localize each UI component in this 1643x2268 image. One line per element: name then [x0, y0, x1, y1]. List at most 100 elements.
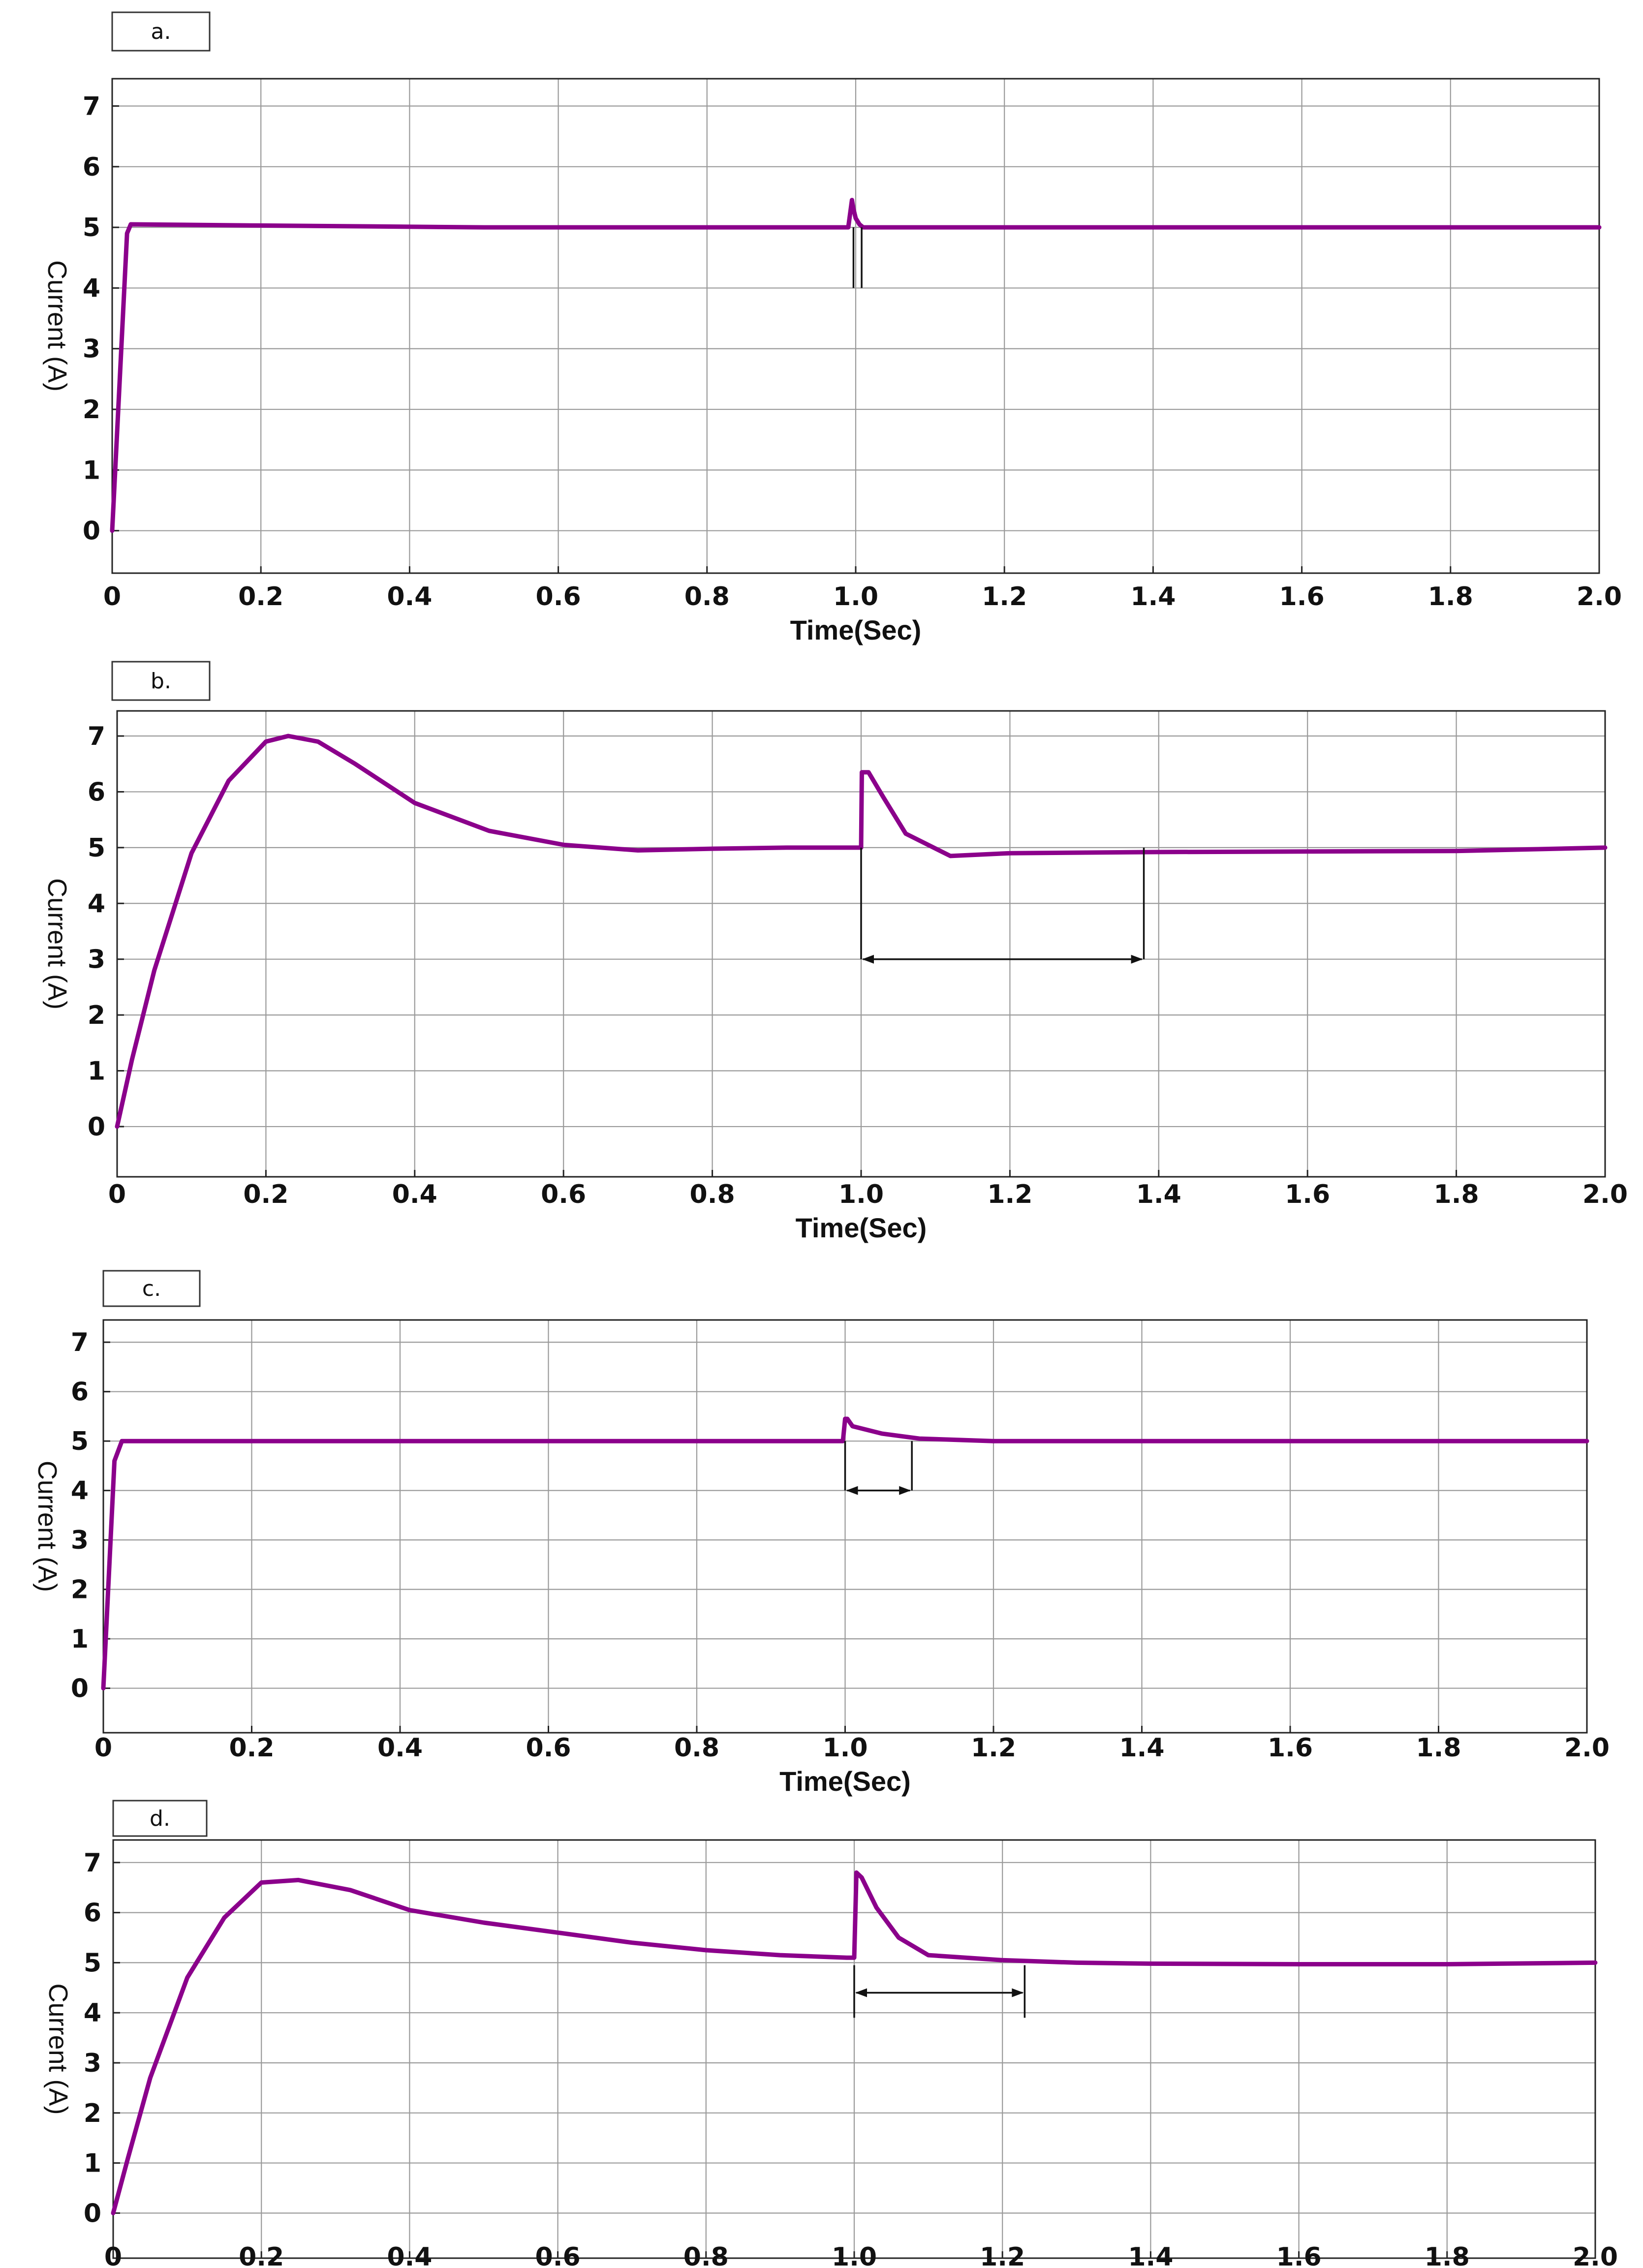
y-tick-label: 2 — [83, 395, 100, 425]
x-tick-label: 0 — [103, 582, 121, 612]
y-tick-label: 0 — [71, 1674, 89, 1704]
y-tick-label: 2 — [84, 2099, 101, 2128]
x-tick-label: 0.6 — [535, 2242, 581, 2268]
y-tick-label: 6 — [88, 777, 105, 807]
x-tick-label: 0.4 — [387, 2242, 432, 2268]
panel-label: d. — [150, 1806, 170, 1831]
y-tick-label: 5 — [84, 1948, 101, 1978]
grid — [111, 79, 1600, 573]
panel-label-box — [111, 661, 211, 701]
y-tick-label: 6 — [83, 153, 100, 182]
x-tick-label: 0.4 — [377, 1733, 423, 1763]
y-tick-label: 3 — [88, 945, 105, 975]
y-tick-label: 4 — [71, 1476, 89, 1506]
x-tick-label: 1.8 — [1425, 2242, 1470, 2268]
y-tick-label: 7 — [71, 1328, 89, 1357]
x-tick-label: 1.4 — [1130, 582, 1176, 612]
x-tick-label: 0 — [94, 1733, 112, 1763]
y-tick-label: 2 — [88, 1001, 105, 1030]
x-tick-label: 1.2 — [980, 2242, 1025, 2268]
y-tick-label: 1 — [83, 456, 100, 485]
y-tick-label: 3 — [83, 335, 100, 364]
x-axis-title: Time(Sec) — [796, 1212, 927, 1243]
series-line-current — [111, 1870, 1598, 2215]
x-tick-label: 0.8 — [690, 1180, 735, 1209]
x-tick-label: 0.8 — [684, 582, 730, 612]
x-tick-label: 0.6 — [536, 582, 581, 612]
y-tick-label: 3 — [71, 1526, 89, 1555]
x-tick-label: 2.0 — [1564, 1733, 1610, 1763]
x-axis-title: Time(Sec) — [790, 614, 922, 645]
series-line-current — [101, 1416, 1589, 1691]
x-tick-label: 0.4 — [387, 582, 432, 612]
x-tick-label: 1.8 — [1434, 1180, 1479, 1209]
x-tick-label: 0 — [108, 1180, 126, 1209]
panel-label-box — [111, 11, 211, 52]
chart-panel-1: a. 0 0.2 0.4 0.6 0.8 1.0 1.2 1.4 1.6 1.8 2.0 0 1 2 3 4 5 6… — [42, 11, 1622, 645]
settling-time-annotation — [853, 1965, 1026, 2018]
x-tick-label: 0.8 — [683, 2242, 729, 2268]
x-tick-label: 0.4 — [392, 1180, 437, 1209]
x-tick-label: 1.4 — [1119, 1733, 1164, 1763]
x-tick-label: 1.8 — [1428, 582, 1473, 612]
y-tick-label: 1 — [84, 2149, 101, 2178]
y-tick-label: 0 — [83, 517, 100, 546]
panel-label: b. — [151, 669, 171, 694]
series-line-current — [110, 198, 1602, 533]
x-tick-label: 1.6 — [1276, 2242, 1322, 2268]
y-tick-label: 1 — [71, 1624, 89, 1654]
y-tick-label: 4 — [83, 274, 100, 303]
panel-label: a. — [151, 19, 171, 44]
x-tick-label: 1.0 — [822, 1733, 868, 1763]
x-tick-label: 0.6 — [541, 1180, 586, 1209]
y-axis-title: Current (A) — [43, 1983, 73, 2115]
arrow-head-left — [846, 1486, 858, 1495]
x-tick-label: 2.0 — [1573, 2242, 1618, 2268]
y-tick-label: 1 — [88, 1057, 105, 1086]
x-tick-label: 0.2 — [229, 1733, 274, 1763]
x-tick-label: 0.2 — [238, 582, 283, 612]
y-tick-label: 5 — [71, 1427, 89, 1456]
x-tick-label: 1.4 — [1136, 1180, 1181, 1209]
panel-label-box — [102, 1270, 201, 1307]
arrow-head-right — [1131, 954, 1143, 964]
y-tick-label: 6 — [84, 1899, 101, 1928]
y-tick-label: 3 — [84, 2049, 101, 2078]
chart-panel-3: c. 0 0.2 0.4 0.6 0.8 1.0 1.2 1.4 1.6 1.8 2.0 0 1 2 3 4 5 6… — [32, 1270, 1610, 1797]
y-tick-label: 4 — [88, 889, 105, 919]
x-tick-label: 2.0 — [1582, 1180, 1628, 1209]
x-tick-label: 1.2 — [971, 1733, 1016, 1763]
x-axis-title: Time(Sec) — [779, 1766, 911, 1797]
chart-panel-2: b. 0 0.2 0.4 0.6 0.8 1.0 1.2 1.4 1.6 1.8 2.0 0 1 2 3 4 5 6… — [42, 661, 1628, 1243]
x-tick-label: 0 — [104, 2242, 122, 2268]
x-tick-label: 1.6 — [1279, 582, 1325, 612]
grid — [102, 1320, 1588, 1733]
arrow-head-left — [855, 1988, 867, 1997]
x-tick-label: 0.8 — [674, 1733, 719, 1763]
x-tick-label: 0.2 — [243, 1180, 288, 1209]
y-tick-label: 5 — [83, 213, 100, 243]
y-tick-label: 7 — [84, 1848, 101, 1878]
y-tick-label: 0 — [84, 2199, 101, 2228]
settling-time-annotation — [860, 847, 1145, 964]
panel-label-box — [112, 1800, 208, 1837]
x-tick-label: 1.0 — [833, 582, 878, 612]
panel-label: c. — [142, 1276, 161, 1301]
y-axis-title: Current (A) — [42, 878, 72, 1010]
settling-time-annotation — [852, 227, 863, 288]
y-tick-label: 6 — [71, 1378, 89, 1407]
y-axis-title: Current (A) — [32, 1461, 62, 1592]
x-tick-label: 1.2 — [987, 1180, 1032, 1209]
arrow-head-left — [862, 954, 874, 964]
x-tick-label: 2.0 — [1577, 582, 1622, 612]
x-tick-label: 1.6 — [1285, 1180, 1330, 1209]
y-tick-label: 5 — [88, 833, 105, 863]
y-tick-label: 7 — [83, 92, 100, 121]
x-tick-label: 1.2 — [982, 582, 1027, 612]
x-tick-label: 1.0 — [832, 2242, 877, 2268]
arrow-head-right — [899, 1486, 911, 1495]
x-tick-label: 0.2 — [239, 2242, 284, 2268]
settling-time-annotation — [844, 1441, 913, 1495]
series-line-current — [115, 734, 1608, 1129]
